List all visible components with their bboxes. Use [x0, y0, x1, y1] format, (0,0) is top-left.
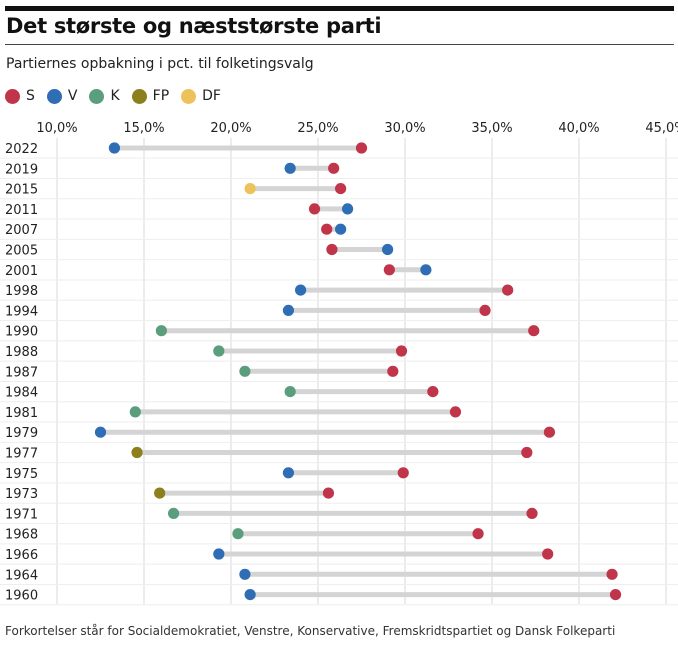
- legend-label-k: K: [110, 88, 120, 104]
- legend-label-df: DF: [202, 88, 221, 104]
- legend-item-v: V: [46, 88, 78, 104]
- x-tick-label: 15,0%: [123, 121, 164, 136]
- data-point-s: [521, 446, 533, 459]
- legend-swatch-k: [89, 88, 105, 104]
- y-tick-label: 1971: [5, 507, 38, 522]
- y-tick-label: 2019: [5, 162, 38, 177]
- y-tick-label: 2011: [5, 203, 38, 218]
- chart-subtitle: Partiernes opbakning i pct. til folketin…: [6, 56, 314, 72]
- y-tick-label: 1998: [5, 284, 38, 299]
- top-rule: [5, 6, 674, 11]
- data-point-s: [321, 223, 333, 235]
- y-tick-label: 2022: [5, 142, 38, 157]
- y-tick-label: 2001: [5, 264, 38, 279]
- y-tick-label: 1984: [5, 386, 38, 401]
- data-point-s: [383, 264, 395, 276]
- data-point-s: [609, 589, 622, 601]
- y-tick-label: 1979: [5, 426, 38, 441]
- data-point-v: [108, 142, 121, 154]
- y-tick-label: 1966: [5, 548, 38, 563]
- data-point-df: [244, 183, 256, 195]
- x-tick-label: 45,0%: [645, 121, 678, 136]
- legend-swatch-df: [181, 88, 197, 104]
- chart-title: Det største og næststørste parti: [6, 14, 382, 38]
- data-point-s: [606, 568, 618, 580]
- data-point-k: [213, 345, 225, 357]
- data-point-s: [479, 304, 491, 316]
- y-tick-label: 1973: [5, 487, 38, 502]
- data-point-k: [284, 386, 296, 398]
- y-tick-label: 1987: [5, 365, 38, 380]
- data-point-v: [420, 264, 432, 276]
- data-point-v: [341, 203, 354, 215]
- data-point-v: [239, 568, 251, 580]
- data-point-k: [232, 528, 244, 540]
- data-point-v: [244, 589, 256, 601]
- data-point-s: [308, 203, 321, 215]
- legend-label-fp: FP: [152, 88, 170, 104]
- y-tick-label: 2007: [5, 223, 38, 238]
- title-divider: [5, 44, 674, 45]
- data-point-s: [395, 345, 408, 357]
- data-point-s: [322, 487, 335, 499]
- data-point-s: [472, 528, 484, 540]
- data-point-s: [387, 365, 399, 377]
- y-tick-label: 1964: [5, 568, 38, 583]
- x-tick-label: 25,0%: [297, 121, 338, 136]
- y-tick-label: 1975: [5, 467, 38, 482]
- data-point-s: [543, 426, 556, 438]
- data-point-fp: [131, 446, 143, 459]
- y-tick-label: 2015: [5, 183, 38, 198]
- data-point-s: [355, 142, 368, 154]
- data-point-k: [239, 365, 251, 377]
- legend-swatch-s: [5, 88, 20, 104]
- data-point-v: [282, 304, 295, 316]
- y-tick-label: 1990: [5, 325, 38, 340]
- y-tick-label: 1988: [5, 345, 38, 360]
- data-point-v: [284, 162, 296, 174]
- legend-swatch-fp: [131, 88, 147, 104]
- legend: S V K FP DF: [5, 88, 233, 104]
- y-tick-label: 2005: [5, 244, 38, 259]
- x-tick-label: 30,0%: [384, 121, 425, 136]
- data-point-s: [397, 467, 409, 479]
- legend-item-s: S: [5, 88, 35, 104]
- dot-plot: 10,0% 15,0% 20,0% 25,0% 30,0% 35,0% 40,0% 45,0%…: [0, 121, 678, 606]
- data-point-s: [502, 284, 514, 296]
- data-point-k: [155, 325, 167, 337]
- data-point-s: [427, 386, 439, 398]
- footnote: Forkortelser står for Socialdemokratiet,…: [5, 624, 616, 638]
- y-tick-label: 1981: [5, 406, 38, 421]
- y-tick-label: 1960: [5, 589, 38, 604]
- x-tick-label: 10,0%: [36, 121, 77, 136]
- data-point-s: [335, 183, 347, 195]
- data-point-v: [213, 548, 225, 560]
- data-point-s: [526, 507, 538, 519]
- data-point-v: [282, 467, 295, 479]
- data-point-s: [326, 243, 338, 256]
- legend-item-k: K: [89, 88, 120, 104]
- data-point-s: [542, 548, 554, 560]
- data-point-v: [335, 223, 347, 235]
- legend-item-df: DF: [181, 88, 221, 104]
- y-tick-label: 1994: [5, 304, 38, 319]
- legend-swatch-v: [46, 88, 62, 104]
- data-point-k: [167, 507, 180, 519]
- data-point-s: [528, 325, 540, 337]
- x-tick-label: 40,0%: [558, 121, 599, 136]
- legend-item-fp: FP: [131, 88, 170, 104]
- x-tick-label: 20,0%: [210, 121, 251, 136]
- legend-label-s: S: [26, 88, 35, 104]
- data-point-s: [449, 406, 462, 418]
- data-point-fp: [154, 487, 166, 499]
- y-tick-label: 1977: [5, 447, 38, 462]
- data-point-k: [129, 406, 141, 418]
- y-tick-label: 1968: [5, 528, 38, 543]
- data-point-v: [295, 284, 307, 296]
- data-point-s: [328, 162, 340, 174]
- legend-label-v: V: [67, 88, 78, 104]
- x-tick-label: 35,0%: [471, 121, 512, 136]
- data-point-v: [94, 426, 107, 438]
- data-point-v: [382, 243, 394, 256]
